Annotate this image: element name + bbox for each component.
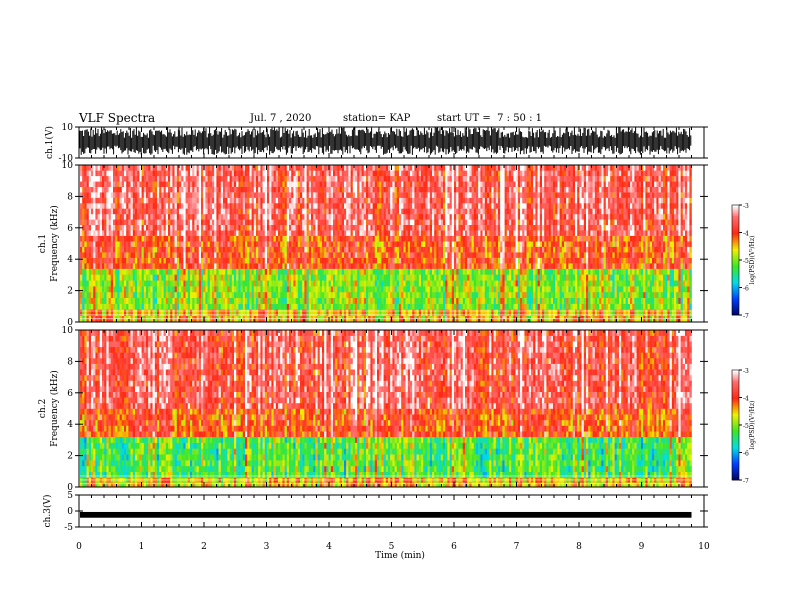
- ch2-spectrogram-colorbar-tick-label: -7: [743, 478, 749, 485]
- start-time-label: start UT = 7 : 50 : 1: [437, 113, 543, 124]
- x-axis-label: Time (min): [375, 550, 425, 561]
- x-tick-label: 6: [451, 542, 457, 552]
- station-label: station= KAP: [343, 113, 411, 124]
- ch2-spectrogram-ytick-label: 10: [62, 326, 74, 336]
- ch2-spectrogram-colorbar-tick-label: -5: [743, 423, 749, 430]
- ch2-spectrogram-colorbar-label: log(PSD)(V²/Hz): [749, 401, 756, 450]
- ch2-spectrogram-channel-label: ch.2: [38, 399, 48, 418]
- ch2-spectrogram-ylabel: Frequency (kHz): [49, 370, 60, 447]
- ch2-spectrogram-colorbar-tick-label: -6: [743, 451, 749, 458]
- ch1-spectrogram-ytick-label: 0: [67, 318, 73, 328]
- ch2-spectrogram-colorbar: [732, 370, 739, 481]
- ch1-spectrogram-colorbar-label: log(PSD)(V²/Hz): [749, 236, 756, 285]
- x-tick-label: 5: [389, 542, 395, 552]
- x-tick-label: 8: [576, 542, 582, 552]
- ch2-spectrogram-colorbar-tick-label: -4: [743, 396, 749, 403]
- ch1-spectrogram-colorbar: [732, 205, 739, 316]
- ch2-spectrogram-ytick-label: 6: [67, 389, 73, 399]
- ch1-spectrogram-colorbar-tick-label: -3: [743, 203, 749, 210]
- ch1-spectrogram-colorbar-tick-label: -7: [743, 313, 749, 320]
- ch1-spectrogram-ylabel: Frequency (kHz): [49, 205, 60, 282]
- ch3-waveform-ytick-label: 0: [67, 507, 73, 517]
- ch1-waveform-trace: [79, 127, 692, 155]
- ch2-spectrogram-colorbar-tick-label: -3: [743, 368, 749, 375]
- ch2-spectrogram-ytick-label: 0: [67, 483, 73, 493]
- ch1-spectrogram-ytick-label: 8: [67, 192, 73, 202]
- ch1-spectrogram-channel-label: ch.1: [38, 234, 48, 253]
- figure-title: VLF Spectra: [79, 111, 156, 125]
- x-tick-label: 7: [514, 542, 520, 552]
- ch3-waveform-band: [80, 511, 692, 518]
- ch3-waveform-ytick-label: -5: [64, 523, 73, 533]
- ch1-waveform-line: [79, 127, 692, 155]
- ch1-spectrogram-ytick-label: 4: [67, 255, 73, 265]
- ch1-spectrogram-cells: [80, 165, 692, 323]
- x-tick-label: 3: [264, 542, 270, 552]
- x-tick-label: 10: [698, 542, 710, 552]
- ch2-spectrogram-cells: [80, 330, 692, 488]
- x-tick-label: 2: [201, 542, 207, 552]
- ch3-waveform-ylabel: ch.3(V): [42, 495, 53, 528]
- ch2-spectrogram-ytick-label: 2: [67, 452, 73, 462]
- x-tick-label: 1: [139, 542, 145, 552]
- ch2-spectrogram-ytick-label: 4: [67, 420, 73, 430]
- date-label: Jul. 7 , 2020: [250, 113, 312, 124]
- ch1-spectrogram-ytick-label: 6: [67, 224, 73, 234]
- ch1-spectrogram-colorbar-tick-label: -6: [743, 286, 749, 293]
- ch1-waveform-ytick-label: 10: [62, 123, 74, 133]
- x-tick-label: 9: [639, 542, 645, 552]
- ch1-waveform-ytick-label: -10: [59, 154, 74, 164]
- ch3-waveform-ytick-label: 5: [67, 491, 73, 501]
- ch1-waveform-ylabel: ch.1(V): [44, 126, 55, 159]
- ch1-spectrogram-ytick-label: 10: [62, 161, 74, 171]
- x-tick-label: 4: [326, 542, 332, 552]
- ch2-spectrogram-ytick-label: 8: [67, 357, 73, 367]
- ch1-spectrogram-colorbar-tick-label: -5: [743, 258, 749, 265]
- ch1-spectrogram-colorbar-tick-label: -4: [743, 231, 749, 238]
- x-tick-label: 0: [76, 542, 82, 552]
- ch1-spectrogram-ytick-label: 2: [67, 287, 73, 297]
